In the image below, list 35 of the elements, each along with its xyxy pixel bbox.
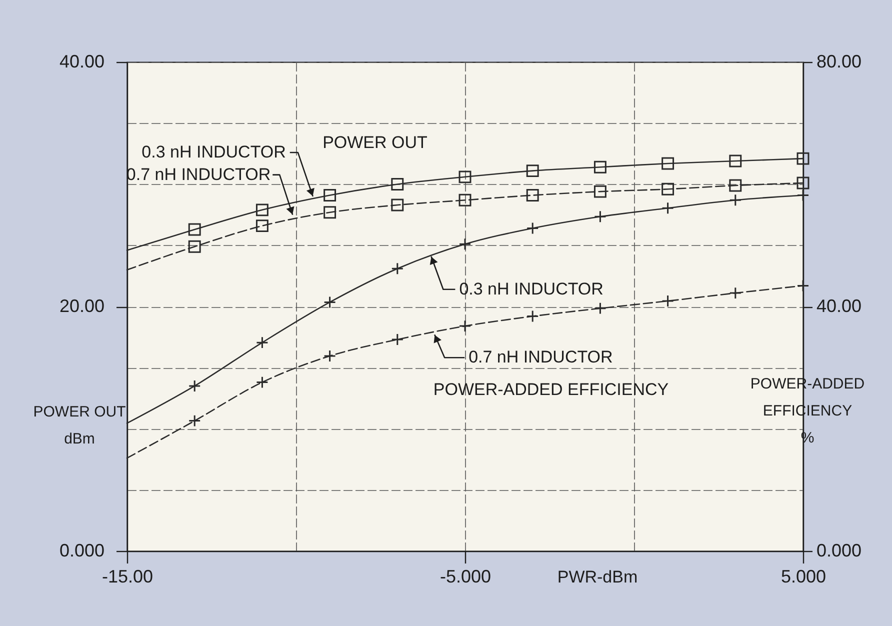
point	[729, 179, 742, 192]
point	[391, 178, 404, 190]
y2-tick-label: 40.00	[816, 296, 862, 316]
point	[256, 220, 268, 232]
point	[391, 198, 404, 212]
y2-tick-label: 80.00	[816, 52, 862, 72]
y-tick-label: 0.000	[59, 540, 104, 560]
point	[594, 185, 606, 198]
point	[458, 170, 472, 184]
y2-tick-label: 0.000	[816, 540, 862, 560]
point	[594, 160, 606, 174]
point	[324, 206, 336, 219]
point	[526, 164, 539, 178]
y-tick-label: 40.00	[59, 52, 104, 72]
point	[256, 204, 268, 216]
point	[188, 223, 201, 236]
point	[526, 189, 539, 202]
point	[796, 176, 810, 190]
y-tick-label: 20.00	[59, 296, 104, 316]
x-tick-label: -5.000	[440, 566, 492, 586]
point	[662, 157, 674, 170]
point	[324, 189, 336, 202]
y-axis-title: POWER OUT dBm	[33, 404, 126, 448]
point	[458, 194, 472, 206]
annotation: 0.3 nH INDUCTOR	[142, 142, 286, 162]
annotation: 0.3 nH INDUCTOR	[459, 279, 604, 298]
point	[729, 154, 742, 168]
point	[662, 182, 674, 196]
x-tick-label: 5.000	[780, 566, 826, 586]
x-axis-title: PWR-dBm	[557, 568, 638, 586]
annotation: POWER OUT	[322, 133, 428, 152]
x-tick-label: -15.00	[102, 566, 154, 586]
point	[188, 240, 201, 253]
annotation: 0.7 nH INDUCTOR	[468, 348, 613, 367]
point	[796, 152, 810, 165]
